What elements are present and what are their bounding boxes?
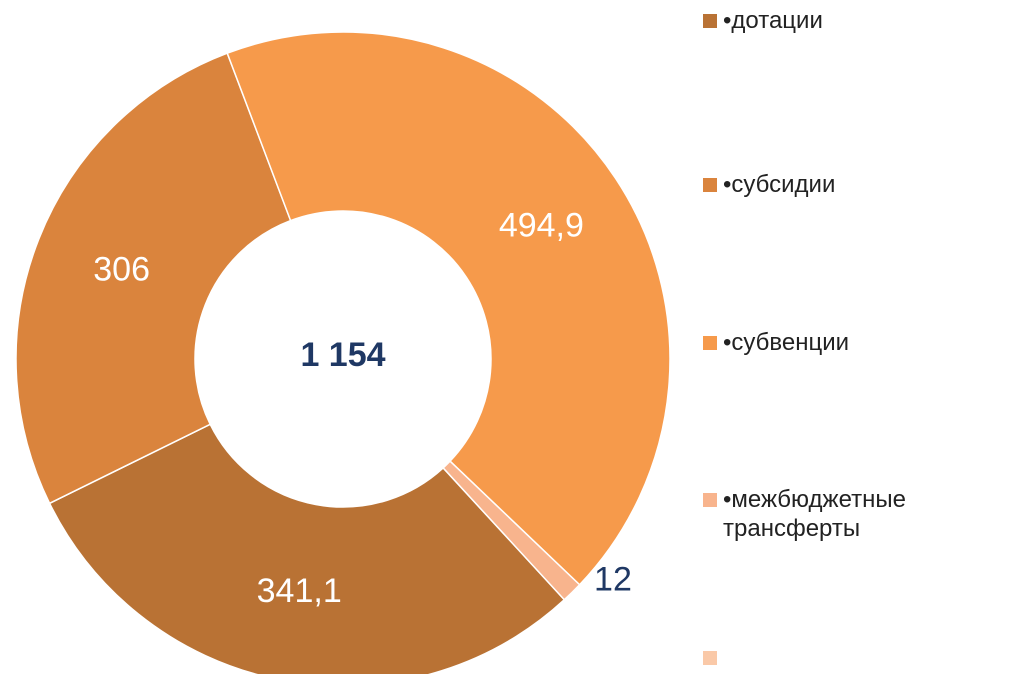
donut-slice (48, 423, 566, 674)
donut-slice (15, 52, 292, 505)
legend-item: •межбюджетные трансферты (703, 485, 1010, 543)
data-label: 306 (93, 251, 150, 289)
data-label: 12 (594, 561, 632, 599)
donut-slice (226, 31, 671, 586)
legend-swatch (703, 14, 717, 28)
center-label: 1 154 (300, 336, 385, 374)
data-label: 341,1 (257, 572, 342, 610)
legend-item (703, 643, 1010, 665)
legend-label: •субвенции (723, 329, 850, 356)
legend-label: •межбюджетные трансферты (723, 486, 906, 542)
legend-swatch (703, 651, 717, 665)
donut-slice (442, 460, 581, 601)
legend-item: •субвенции (703, 328, 1010, 357)
legend-label: •субсидии (723, 171, 836, 198)
legend-item: •субсидии (703, 170, 1010, 199)
legend-swatch (703, 493, 717, 507)
legend-label: •дотации (723, 7, 823, 34)
data-label: 494,9 (499, 206, 584, 244)
legend-swatch (703, 178, 717, 192)
legend-item: •дотации (703, 6, 1010, 35)
legend-swatch (703, 336, 717, 350)
